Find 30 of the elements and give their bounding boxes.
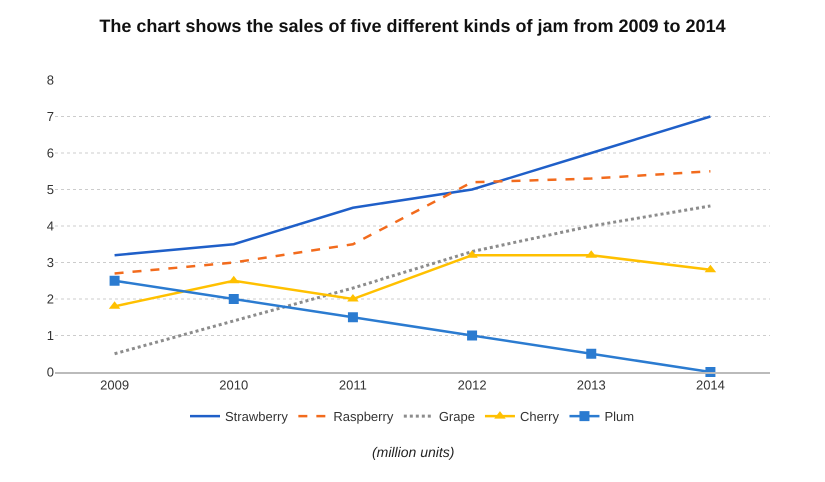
line-series [113, 170, 712, 275]
point [110, 276, 120, 286]
x-tick-label: 2011 [338, 377, 367, 392]
y-tick-label: 8 [46, 72, 54, 88]
point [348, 312, 358, 322]
x-tick-label: 2014 [696, 377, 725, 392]
legend-label: Plum [604, 409, 634, 424]
y-tick-label: 5 [46, 182, 54, 198]
y-tick-label: 6 [46, 146, 54, 161]
x-tick-label: 2013 [576, 377, 606, 392]
chart-title: The chart shows the sales of five different kinds of jam from 2009 to 2014 [99, 16, 726, 36]
legend-label: Strawberry [225, 409, 288, 424]
x-tick-label: 2012 [458, 377, 487, 392]
legend-label: Grape [438, 409, 475, 424]
x-tick-label: 2010 [219, 377, 248, 392]
y-tick-label: 4 [46, 218, 54, 234]
y-tick-label: 2 [46, 292, 54, 307]
y-tick-label: 7 [46, 109, 54, 124]
y-tick-label: 1 [46, 328, 54, 344]
line-series [113, 115, 712, 256]
y-tick-label: 3 [46, 255, 54, 270]
legend-label: Cherry [520, 409, 560, 424]
point [586, 348, 596, 359]
point [467, 330, 478, 340]
line-series [113, 204, 712, 356]
x-tick-label: 2009 [100, 377, 130, 392]
text: (million units) [372, 444, 454, 460]
point [228, 294, 239, 304]
legend-label: Raspberry [333, 409, 394, 424]
y-tick-label: 0 [46, 364, 54, 380]
